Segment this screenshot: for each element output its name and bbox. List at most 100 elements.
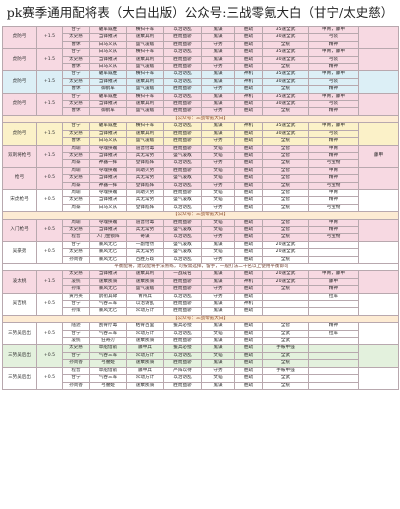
bingshu-1-cell: 鬼谋 bbox=[201, 337, 235, 346]
attribute-points-cell: 全统 bbox=[262, 381, 309, 390]
bingshu-1-cell: 守势 bbox=[201, 137, 235, 146]
skill-3-cell: 胜而益骄 bbox=[163, 107, 202, 116]
hero-name-cell: 太史慈 bbox=[62, 77, 90, 87]
bingshu-2-cell: 胜疏 bbox=[234, 40, 263, 50]
section-note: 【公众号：三战零氪大白】 bbox=[2, 211, 399, 220]
equipment-cell: 弓装 bbox=[308, 55, 359, 65]
skill-main-cell: 速乘疾骑 bbox=[89, 277, 127, 287]
skill-2-cell: 枯骨百里 bbox=[126, 322, 164, 331]
skill-2-cell: 横扫千军 bbox=[126, 92, 164, 102]
skill-main-cell: 当锋摧决 bbox=[89, 129, 127, 139]
skill-main-cell: 弓腰姬 bbox=[89, 381, 127, 390]
bingshu-2-cell: 胜疏 bbox=[234, 374, 263, 383]
bingshu-1-cell: 守势 bbox=[201, 292, 235, 302]
hero-name-cell: 黄月英 bbox=[62, 292, 90, 302]
attribute-points-cell: 全武 bbox=[262, 337, 309, 346]
equipment-cell: 甲胄 bbox=[308, 166, 359, 176]
bingshu-2-cell: 胜疏 bbox=[234, 233, 263, 242]
hero-name-cell: 甘宁 bbox=[62, 351, 90, 361]
skill-main-cell: 夺魂挟魄 bbox=[89, 218, 127, 227]
attribute-points-cell: 全智 bbox=[262, 166, 309, 176]
equipment-cell: 拉军 bbox=[308, 292, 359, 302]
section-note-row: 【公众号：三战零氪大白】 bbox=[2, 114, 399, 124]
skill-3-cell: 以治访乱 bbox=[163, 374, 202, 383]
equipment-cell: 甲胄，藤甲 bbox=[308, 270, 359, 279]
section-note-row: 【公众号：三战零氪大白】 bbox=[2, 314, 399, 324]
bingshu-1-cell: 守势 bbox=[201, 233, 235, 242]
hero-name-cell: 周泰 bbox=[62, 203, 90, 213]
skill-2-cell: 登锋陷阵 bbox=[126, 159, 164, 168]
hero-name-cell: 太史慈 bbox=[62, 344, 90, 353]
skill-main-cell: 当锋摧决 bbox=[89, 55, 127, 65]
skill-main-cell: 白马义从 bbox=[89, 63, 127, 72]
skill-main-cell: 御鹤军 bbox=[89, 85, 127, 94]
lineup-group-label: 虎防弓 bbox=[2, 122, 37, 146]
lineup-group-label: 吴豪弟 bbox=[2, 240, 37, 265]
attribute-points-cell: 全智 bbox=[262, 188, 309, 198]
skill-main-cell: 白马义从 bbox=[89, 137, 127, 146]
bingshu-2-cell: 胜疏 bbox=[234, 381, 263, 390]
skill-3-cell: 胜而益骄 bbox=[163, 55, 202, 65]
equipment-cell: 精神 bbox=[308, 174, 359, 183]
lineup-row: 虎防弓 +1.5 甘宁 破军威胜 横扫千军 以治访乱 鬼谋 神机 35速全武 甲胄，藤甲 bbox=[2, 70, 399, 94]
equipment-cell bbox=[308, 307, 359, 316]
skill-3-cell: 一战成名 bbox=[163, 270, 202, 279]
equipment-cell: 弓宝物 bbox=[308, 159, 359, 168]
equipment-cell bbox=[308, 337, 359, 346]
skill-2-cell: 速乘其利 bbox=[126, 270, 164, 279]
bingshu-1-cell: 文韬 bbox=[201, 248, 235, 257]
bingshu-2-cell: 胜疏 bbox=[234, 129, 263, 139]
skill-2-cell: 兵无常势 bbox=[126, 196, 164, 205]
hero-name-cell: 曹休 bbox=[62, 40, 90, 50]
lineup-row: 孙尚香 暴风无匕 百胜方歧 以治访乱 守势 胜疏 全统 bbox=[3, 255, 399, 265]
skill-3-cell: 盛气凌敌 bbox=[163, 248, 202, 257]
lineup-row: 孙策 暴风无匕 盛气凌敌 胜而益骄 守势 胜疏 全统 精神 bbox=[3, 285, 399, 294]
bingshu-2-cell: 胜疏 bbox=[234, 100, 263, 109]
bingshu-2-cell: 胜疏 bbox=[234, 48, 263, 57]
hero-name-cell: 太史慈 bbox=[62, 100, 90, 109]
lineup-row: 太史慈 当锋摧决 兵无常势 盛气凌敌 文韬 胜疏 全智 精神 bbox=[3, 196, 399, 205]
skill-3-cell: 胜而益骄 bbox=[163, 137, 202, 146]
equipment-cell bbox=[308, 351, 359, 361]
lineup-row: 宋虎枪弓 +0.5 周瑜 夺魂挟魄 风助火势 胜而益骄 文韬 胜疏 全智 甲胄 bbox=[2, 188, 399, 213]
bingshu-2-cell: 胜疏 bbox=[234, 329, 263, 339]
bingshu-2-cell: 胜疏 bbox=[234, 359, 263, 368]
hero-name-cell: 太史慈 bbox=[62, 55, 90, 65]
skill-3-cell: 以治访乱 bbox=[163, 159, 202, 168]
equipment-cell: 弓宝物 bbox=[308, 233, 359, 242]
attribute-points-cell: 全武 bbox=[262, 374, 309, 383]
equipment-cell: 精神 bbox=[308, 322, 359, 331]
bingshu-1-cell: 鬼谋 bbox=[201, 344, 235, 353]
bingshu-2-cell: 胜疏 bbox=[234, 151, 263, 161]
hero-name-cell: 孙尚香 bbox=[62, 381, 90, 390]
skill-3-cell: 胜而益骄 bbox=[163, 337, 202, 346]
hero-name-cell: 太史慈 bbox=[62, 129, 90, 139]
bingshu-2-cell: 胜疏 bbox=[234, 285, 263, 294]
lineup-group-label: 虎防弓 bbox=[2, 70, 37, 94]
lineup-row: 孙尚香 弓腰姬 速乘疾骑 胜而益骄 鬼谋 胜疏 全统 bbox=[3, 381, 399, 390]
hero-name-cell: 周瑜 bbox=[62, 166, 90, 176]
skill-2-cell: 一副怡然 bbox=[126, 240, 164, 250]
skill-3-cell: 以治访乱 bbox=[163, 329, 202, 339]
skill-main-cell: 白马义从 bbox=[89, 203, 127, 213]
hero-name-cell: 太史慈 bbox=[62, 174, 90, 183]
lineup-mark: +1.5 bbox=[36, 92, 63, 116]
lineup-row: 吴吉桃 +0.5 黄月英 鹊衔其碌 青州兵 以治访乱 守势 胜疏 拉军 bbox=[2, 292, 399, 316]
lineup-row: 周泰 白马义从 登锋陷阵 以治访乱 守势 胜疏 全统 弓宝物 bbox=[3, 203, 399, 213]
hero-name-cell: 孙策 bbox=[62, 307, 90, 316]
attribute-points-cell: 手鞍甲强 bbox=[262, 366, 309, 376]
skill-3-cell: 胜而益骄 bbox=[163, 188, 202, 198]
bingshu-2-cell: 胜疏 bbox=[234, 322, 263, 331]
hero-name-cell: 甘宁 bbox=[62, 122, 90, 131]
skill-2-cell: 道晋付毒 bbox=[126, 218, 164, 227]
section-note-row: 【公众号：三战零氪大白】 bbox=[2, 211, 399, 220]
equipment-cell: 精神 bbox=[308, 85, 359, 94]
bingshu-1-cell: 鬼谋 bbox=[201, 300, 235, 309]
skill-main-cell: 气吞三军 bbox=[89, 374, 127, 383]
lineup-row: 甘宁 气吞三军 众动方计 以治访乱 文韬 胜疏 全武 拉军 bbox=[3, 329, 399, 339]
equipment-cell: 弓装 bbox=[308, 100, 359, 109]
attribute-points-cell: 20速全武 bbox=[262, 277, 309, 287]
bingshu-1-cell: 鬼谋 bbox=[201, 92, 235, 102]
skill-main-cell: 人门金锁阵 bbox=[89, 233, 127, 242]
bingshu-2-cell: 神机 bbox=[234, 300, 263, 309]
